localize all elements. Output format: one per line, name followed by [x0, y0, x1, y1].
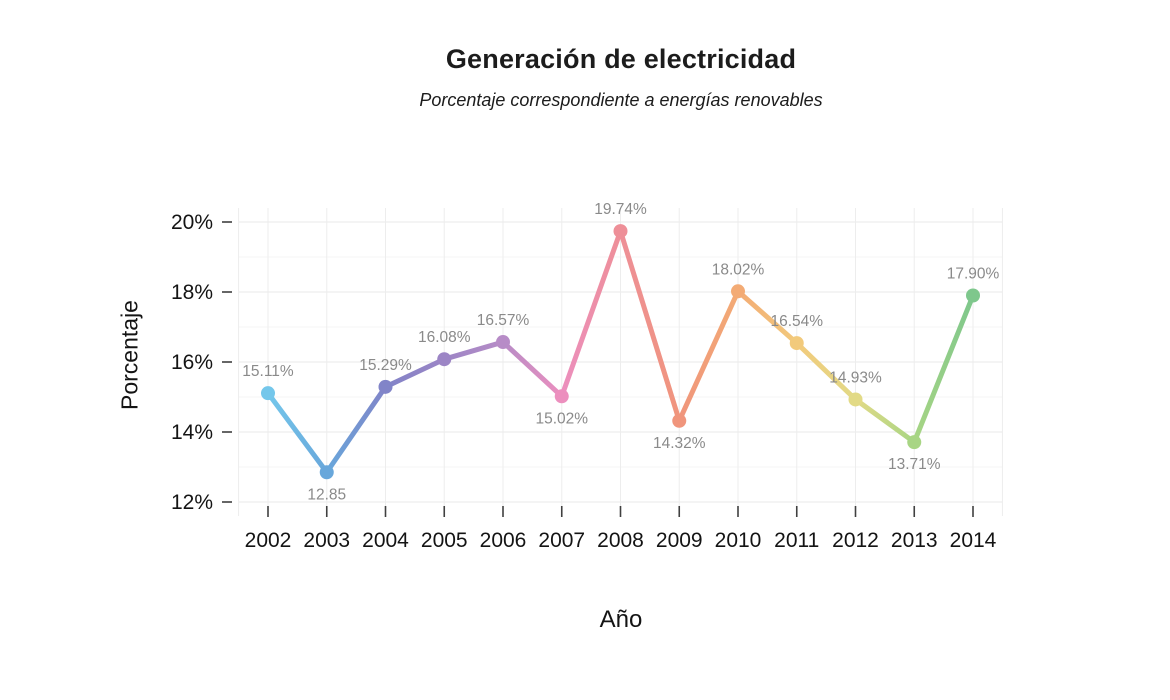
data-point — [672, 413, 687, 428]
data-point-label: 15.11% — [242, 363, 294, 380]
data-point-label: 16.54% — [770, 313, 823, 330]
x-tick-label: 2013 — [891, 529, 938, 552]
data-point — [378, 379, 393, 394]
data-point-label: 13.71% — [888, 456, 941, 473]
data-point-label: 18.02% — [712, 261, 765, 278]
y-tick-label: 20% — [171, 211, 213, 234]
x-tick-label: 2002 — [245, 529, 292, 552]
data-point — [613, 224, 628, 239]
x-tick-label: 2012 — [832, 529, 879, 552]
x-tick-label: 2009 — [656, 529, 703, 552]
data-point-label: 16.08% — [418, 329, 471, 346]
chart-subtitle: Porcentaje correspondiente a energías re… — [419, 90, 823, 110]
line-segment — [265, 390, 330, 475]
x-tick-label: 2003 — [303, 529, 350, 552]
data-point-label: 12.85 — [307, 486, 346, 503]
data-point-label: 15.29% — [359, 357, 412, 374]
x-axis-title: Año — [599, 606, 643, 633]
data-point — [966, 288, 980, 303]
y-tick-label: 12% — [171, 491, 213, 514]
data-point — [789, 336, 804, 351]
x-tick-label: 2010 — [715, 529, 762, 552]
x-tick-label: 2004 — [362, 529, 409, 552]
data-point-label: 16.57% — [477, 312, 530, 329]
data-point-label: 14.32% — [653, 435, 706, 452]
data-point — [437, 352, 452, 367]
data-point-label: 15.02% — [535, 410, 588, 427]
data-point — [907, 435, 922, 450]
data-point-label: 14.93% — [829, 369, 882, 386]
line-segment — [559, 228, 623, 399]
line-segment — [794, 340, 858, 402]
data-point-label: 17.90% — [947, 266, 1000, 283]
y-tick-label: 16% — [171, 351, 213, 374]
line-segment — [500, 339, 565, 399]
data-point-label: 19.74% — [594, 201, 647, 218]
data-point — [319, 465, 334, 480]
line-segment — [324, 384, 388, 475]
line-segment — [676, 288, 741, 424]
data-point — [261, 386, 275, 401]
chart-title: Generación de electricidad — [445, 44, 797, 74]
line-segment — [383, 356, 447, 390]
x-tick-label: 2007 — [538, 529, 585, 552]
line-segment — [618, 228, 682, 424]
line-segment — [911, 293, 976, 445]
x-tick-label: 2006 — [480, 529, 527, 552]
x-tick-label: 2014 — [950, 529, 997, 552]
data-point — [554, 389, 569, 404]
line-segment — [853, 396, 917, 445]
x-tick-label: 2005 — [421, 529, 468, 552]
y-tick-label: 14% — [171, 421, 213, 444]
line-segment — [735, 288, 800, 346]
x-tick-label: 2011 — [774, 529, 819, 552]
y-tick-label: 18% — [171, 281, 213, 304]
line-segment — [441, 339, 506, 362]
data-point — [496, 335, 510, 350]
x-tick-label: 2008 — [597, 529, 644, 552]
data-point — [848, 392, 863, 407]
data-point — [731, 284, 745, 299]
